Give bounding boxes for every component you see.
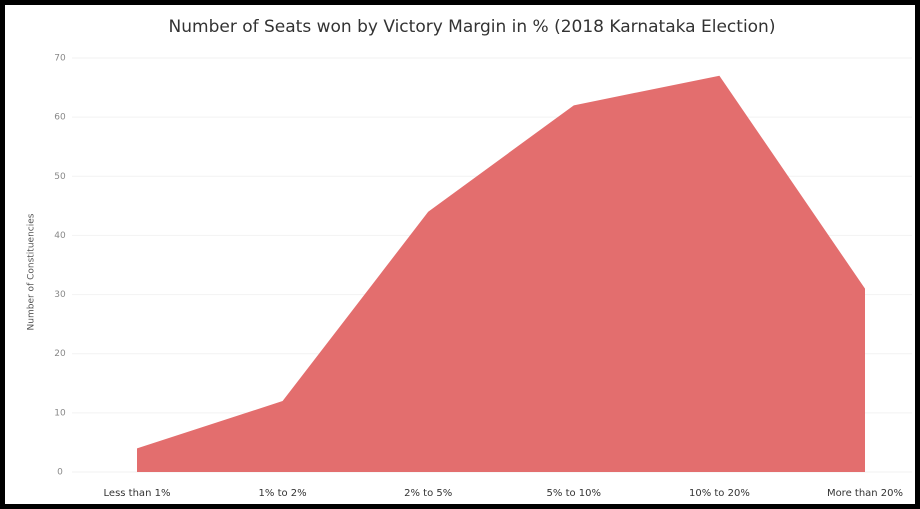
area	[137, 75, 865, 472]
y-tick-label: 50	[54, 172, 66, 182]
y-tick-label: 70	[54, 54, 66, 64]
y-tick-label: 40	[54, 231, 66, 241]
x-tick-label: Less than 1%	[104, 488, 171, 499]
y-axis-label: Number of Constituencies	[27, 213, 37, 330]
x-tick-label: 2% to 5%	[404, 488, 452, 499]
x-tick-label: 10% to 20%	[689, 488, 750, 499]
x-tick-label: 5% to 10%	[547, 488, 602, 499]
y-tick-label: 10	[54, 408, 66, 418]
y-tick-label: 60	[54, 113, 66, 123]
y-tick-label: 20	[54, 349, 66, 359]
chart-title: Number of Seats won by Victory Margin in…	[169, 17, 776, 37]
y-tick-label: 30	[54, 290, 66, 300]
x-tick-label: 1% to 2%	[259, 488, 307, 499]
y-tick-label: 0	[57, 468, 63, 478]
x-tick-label: More than 20%	[827, 488, 903, 499]
